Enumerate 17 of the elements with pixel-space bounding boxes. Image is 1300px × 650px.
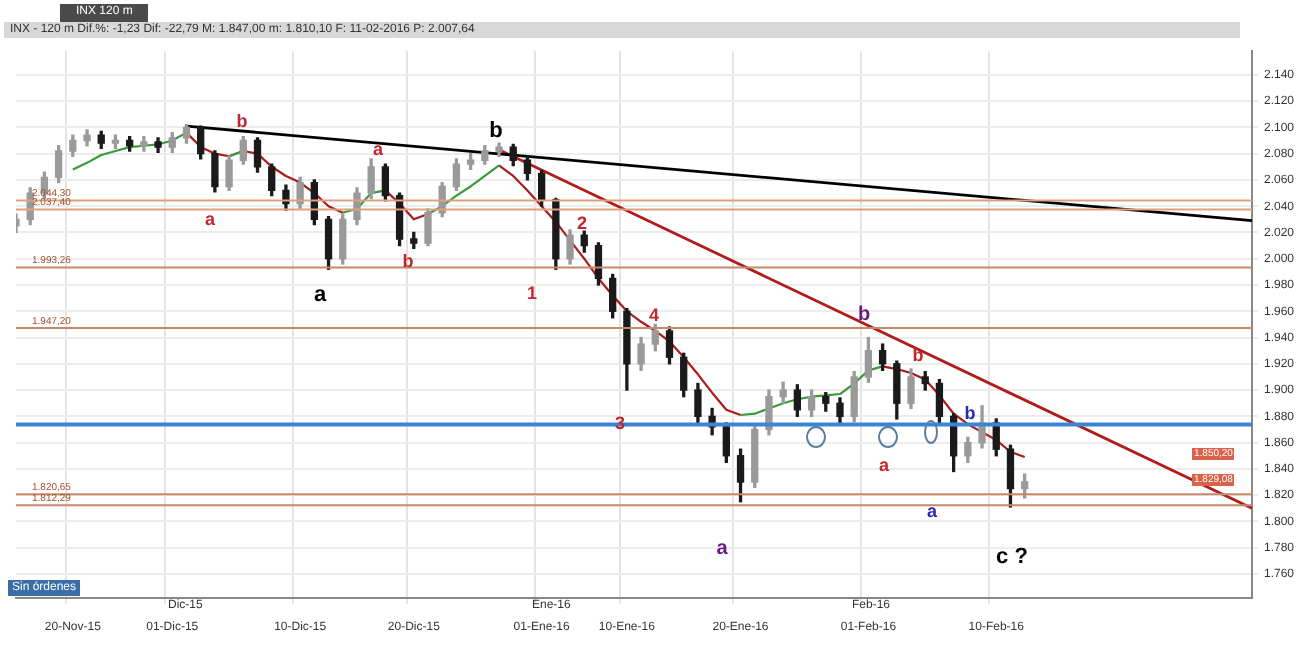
annotation: a [878,455,890,475]
annotation: a [204,209,216,229]
annotation: a [716,538,728,560]
annotation: a [313,283,327,307]
annotation: a [372,139,384,159]
annotation: c ? [996,545,1028,569]
annotation: 4 [648,305,660,325]
annotation: 3 [614,413,626,433]
annotation: b [489,119,503,143]
annotation: a [926,501,938,521]
annotation: 1 [526,283,538,303]
annotation: b [402,251,414,271]
annotation: b [857,304,871,326]
annotation: 2 [576,213,588,233]
annotation: b [964,403,976,423]
annotation: b [912,345,924,365]
annotation: b [236,111,248,131]
